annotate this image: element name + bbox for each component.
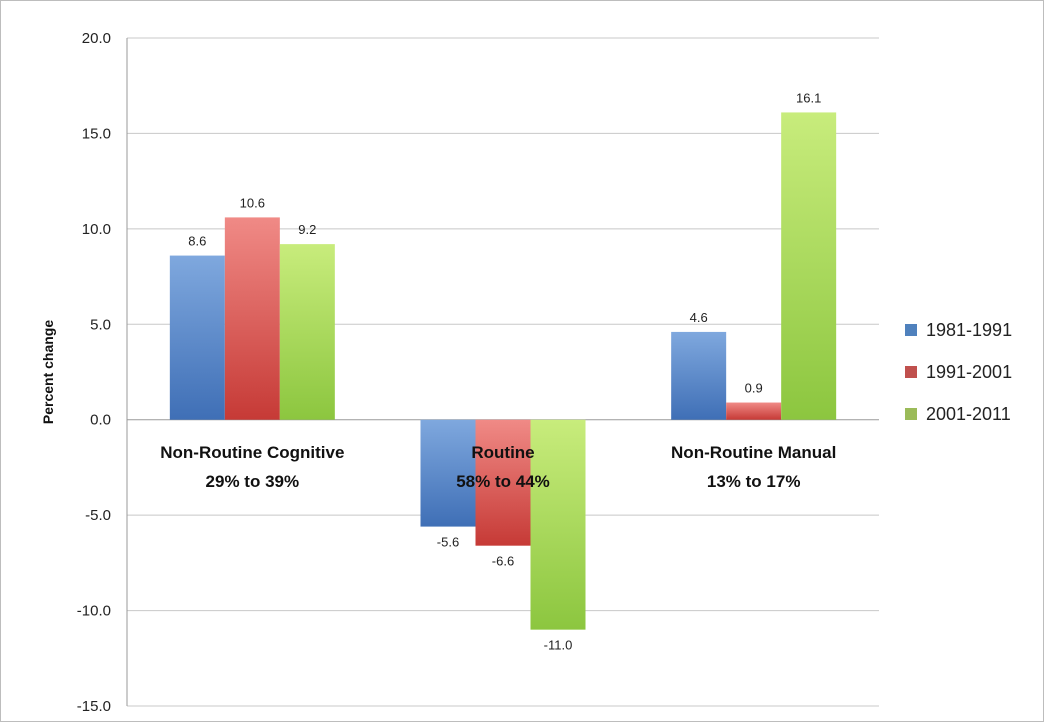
bar — [671, 331, 727, 420]
y-tick-label: 5.0 — [90, 316, 111, 333]
y-tick-label: -10.0 — [77, 603, 111, 620]
legend: 1981-1991 1991-2001 2001-2011 — [905, 320, 1012, 424]
category-label: Non-Routine Manual — [671, 443, 836, 462]
bars — [169, 112, 837, 630]
data-label: 10.6 — [240, 195, 265, 210]
data-label: 16.1 — [796, 90, 821, 105]
category-label: Routine — [471, 443, 534, 462]
bar — [726, 402, 782, 420]
y-tick-label: -5.0 — [85, 507, 111, 524]
legend-swatch — [905, 324, 917, 336]
bar — [781, 112, 837, 420]
legend-label: 2001-2011 — [926, 404, 1011, 424]
legend-swatch — [905, 366, 917, 378]
data-label: 0.9 — [745, 381, 763, 396]
category-sublabel: 13% to 17% — [707, 472, 801, 491]
category-sublabel: 29% to 39% — [206, 472, 300, 491]
y-tick-label: -15.0 — [77, 698, 111, 715]
data-label: 8.6 — [188, 234, 206, 249]
bar — [475, 419, 531, 546]
category-label: Non-Routine Cognitive — [160, 443, 344, 462]
category-labels: Non-Routine Cognitive 29% to 39% Routine 58… — [160, 443, 836, 491]
legend-label: 1991-2001 — [926, 362, 1012, 382]
bar — [420, 419, 476, 527]
legend-label: 1981-1991 — [926, 320, 1012, 340]
bar — [279, 244, 335, 420]
legend-swatch — [905, 408, 917, 420]
y-tick-label: 10.0 — [82, 221, 111, 238]
data-label: 4.6 — [690, 310, 708, 325]
data-labels: 8.6 10.6 9.2 -5.6 -6.6 -11.0 4.6 0.9 16.1 — [188, 90, 821, 652]
bar — [530, 419, 586, 630]
data-label: -6.6 — [492, 554, 514, 569]
y-tick-label: 15.0 — [82, 125, 111, 142]
data-label: -5.6 — [437, 535, 459, 550]
bar — [224, 217, 280, 420]
y-tick-label: 20.0 — [82, 30, 111, 47]
y-tick-label: 0.0 — [90, 412, 111, 429]
bar — [169, 255, 225, 420]
data-label: -11.0 — [544, 638, 573, 653]
y-axis-label: Percent change — [40, 320, 56, 424]
y-axis: 20.0 15.0 10.0 5.0 0.0 -5.0 -10.0 -15.0 — [77, 30, 128, 715]
category-sublabel: 58% to 44% — [456, 472, 550, 491]
data-label: 9.2 — [298, 222, 316, 237]
